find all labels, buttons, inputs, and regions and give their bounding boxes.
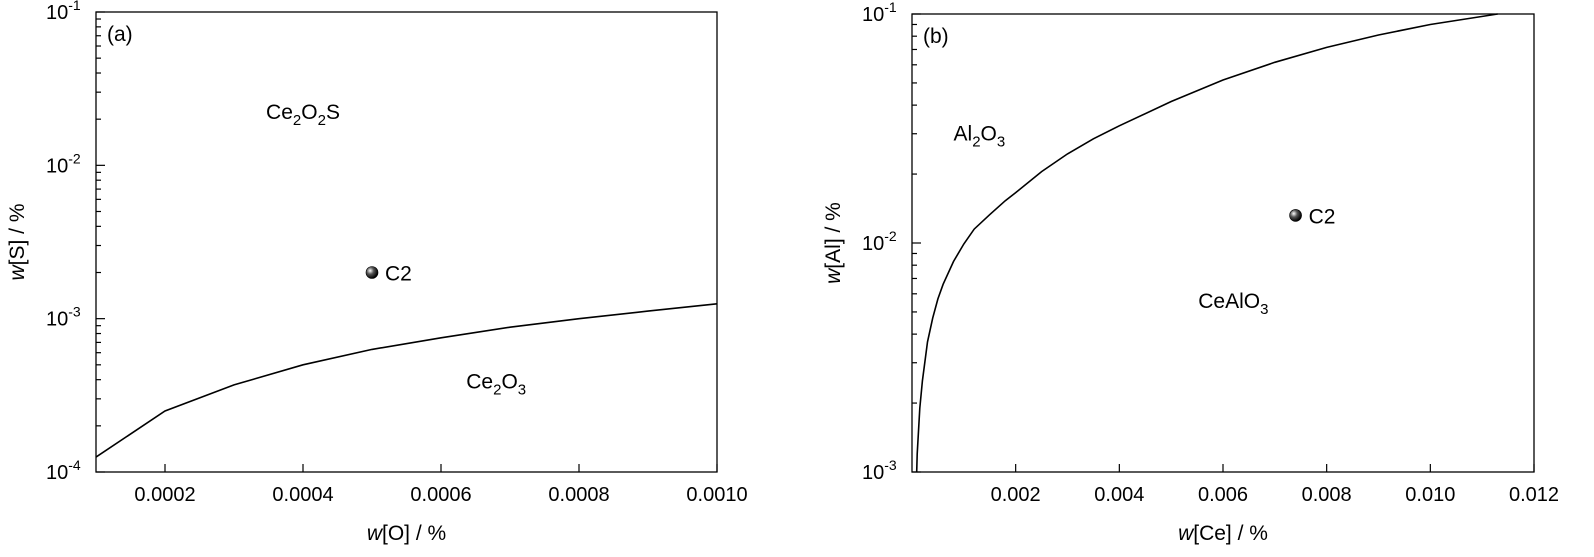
region-label-a: Ce2O3 [466,371,526,399]
x-tick-label-b: 0.012 [1509,484,1559,506]
boundary-curve-a [95,303,718,458]
y-tick-label-a: 10-2 [46,150,81,177]
y-tick-label-a: 10-3 [46,304,81,331]
boundary-curve-b [915,13,1498,473]
x-tick-label-a: 0.0010 [686,484,747,506]
x-axis-label-a: w[O] / % [367,522,446,545]
x-tick-label-b: 0.006 [1198,484,1248,506]
x-tick-label-b: 0.004 [1094,484,1144,506]
y-tick-label-a: 10-1 [46,0,81,24]
y-tick-label-b: 10-1 [862,0,897,26]
y-axis-label-b: w[Al] / % [822,202,845,284]
panel-a: 0.0002 0.0004 0.0006 0.0008 0.0010 10-4 10-3 10… [6,0,748,545]
y-axis-label-a: w[S] / % [6,203,29,280]
data-point-c2-b [1289,209,1302,222]
region-label-b: Al2O3 [954,123,1006,151]
x-tick-label-b: 0.010 [1405,484,1455,506]
x-tick-label-a: 0.0002 [134,484,195,506]
x-axis-label-b: w[Ce] / % [1178,522,1268,545]
panel-tag-a: (a) [107,23,133,46]
panel-tag-b: (b) [923,25,949,48]
x-tick-label-a: 0.0004 [272,484,333,506]
region-label-a: Ce2O2S [266,101,340,129]
y-tick-label-b: 10-2 [862,228,897,255]
region-label-b: CeAlO3 [1198,290,1268,318]
point-label-b: C2 [1309,205,1336,228]
plot-frame-b [911,13,1535,473]
x-tick-label-b: 0.008 [1302,484,1352,506]
x-tick-label-b: 0.002 [991,484,1041,506]
data-point-c2-a [365,266,379,279]
y-tick-label-b: 10-3 [862,457,897,484]
plot-frame-a [95,11,718,473]
x-tick-label-a: 0.0006 [410,484,471,506]
panel-b: 0.002 0.004 0.006 0.008 0.010 0.012 10-3 10-2 10… [822,0,1559,545]
y-tick-label-a: 10-4 [46,457,81,484]
point-label-a: C2 [385,263,412,286]
x-tick-label-a: 0.0008 [548,484,609,506]
